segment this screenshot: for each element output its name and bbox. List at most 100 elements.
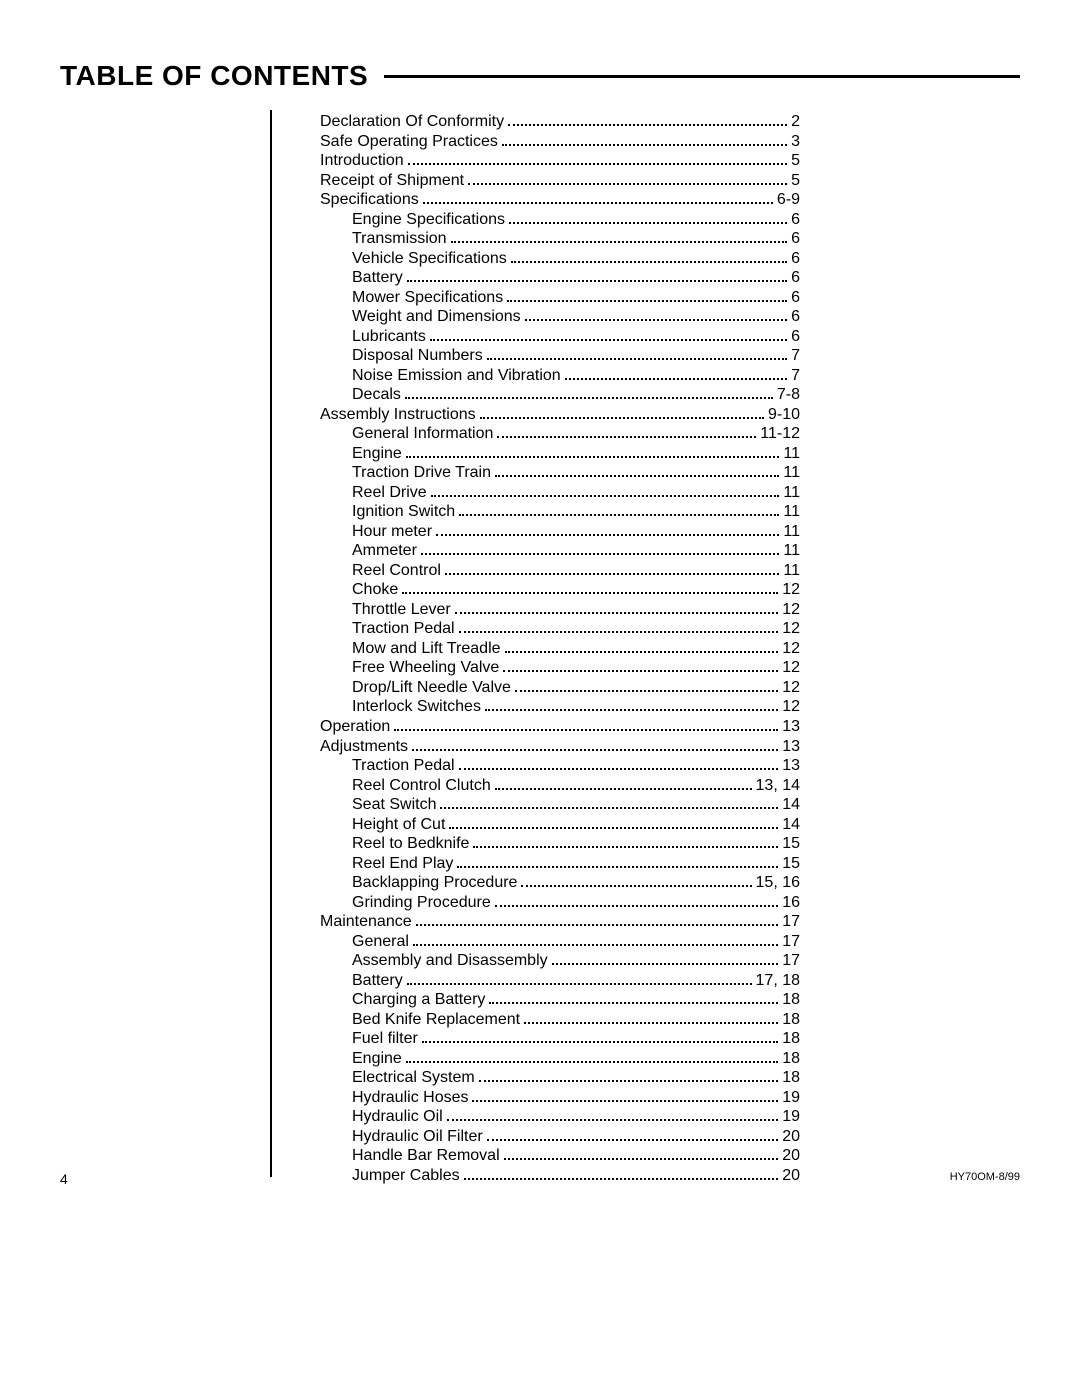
toc-entry-label: Drop/Lift Needle Valve — [352, 678, 511, 698]
toc-leader-dots — [447, 1119, 779, 1121]
toc-entry: Engine Specifications6 — [320, 210, 800, 230]
toc-entry-label: Vehicle Specifications — [352, 249, 507, 269]
toc-entry: Ammeter11 — [320, 541, 800, 561]
toc-entry-page: 18 — [782, 1010, 800, 1030]
document-page: TABLE OF CONTENTS Declaration Of Conform… — [0, 0, 1080, 1397]
toc-entry: Vehicle Specifications 6 — [320, 249, 800, 269]
toc-leader-dots — [451, 241, 788, 243]
toc-entry: Safe Operating Practices3 — [320, 132, 800, 152]
toc-leader-dots — [485, 709, 778, 711]
toc-entry-page: 6 — [791, 307, 800, 327]
toc-entry: Ignition Switch 11 — [320, 502, 800, 522]
toc-leader-dots — [552, 963, 779, 965]
toc-entry-page: 6-9 — [777, 190, 800, 210]
toc-entry-page: 18 — [782, 1068, 800, 1088]
toc-entry-label: Reel Control — [352, 561, 441, 581]
toc-entry-page: 20 — [782, 1146, 800, 1166]
toc-leader-dots — [495, 475, 779, 477]
toc-leader-dots — [402, 592, 778, 594]
toc-entry: Assembly and Disassembly17 — [320, 951, 800, 971]
toc-entry-page: 2 — [791, 112, 800, 132]
toc-entry-label: Assembly and Disassembly — [352, 951, 548, 971]
toc-entry-label: Battery — [352, 971, 403, 991]
toc-entry: Hour meter11 — [320, 522, 800, 542]
toc-entry-label: Adjustments — [320, 737, 408, 757]
toc-entry-page: 18 — [782, 1049, 800, 1069]
toc-entry-label: Reel to Bedknife — [352, 834, 469, 854]
toc-leader-dots — [455, 612, 778, 614]
toc-entry: Disposal Numbers 7 — [320, 346, 800, 366]
page-title: TABLE OF CONTENTS — [60, 60, 384, 92]
toc-entry: Transmission6 — [320, 229, 800, 249]
toc-entry-page: 15 — [782, 854, 800, 874]
toc-entry-label: Hydraulic Oil — [352, 1107, 443, 1127]
toc-leader-dots — [449, 827, 778, 829]
toc-entry: Declaration Of Conformity 2 — [320, 112, 800, 132]
table-of-contents: Declaration Of Conformity 2Safe Operating… — [320, 112, 800, 1185]
toc-entry: Reel Control Clutch13, 14 — [320, 776, 800, 796]
toc-entry: Charging a Battery18 — [320, 990, 800, 1010]
toc-entry-label: Traction Pedal — [352, 756, 455, 776]
toc-entry: General Information11-12 — [320, 424, 800, 444]
toc-entry-page: 12 — [782, 658, 800, 678]
toc-entry: Specifications 6-9 — [320, 190, 800, 210]
toc-entry-label: Receipt of Shipment — [320, 171, 464, 191]
toc-leader-dots — [507, 300, 787, 302]
toc-entry: Reel to Bedknife 15 — [320, 834, 800, 854]
toc-entry-page: 6 — [791, 327, 800, 347]
toc-leader-dots — [487, 358, 787, 360]
toc-leader-dots — [503, 670, 778, 672]
toc-entry-page: 16 — [782, 893, 800, 913]
toc-entry-label: Hydraulic Oil Filter — [352, 1127, 483, 1147]
toc-entry-label: Maintenance — [320, 912, 412, 932]
toc-entry-label: Ignition Switch — [352, 502, 455, 522]
toc-entry-page: 11 — [783, 483, 800, 503]
toc-entry-label: Seat Switch — [352, 795, 436, 815]
toc-entry-label: Declaration Of Conformity — [320, 112, 504, 132]
toc-entry-label: Grinding Procedure — [352, 893, 491, 913]
toc-leader-dots — [504, 1158, 779, 1160]
toc-leader-dots — [509, 222, 787, 224]
toc-entry-label: Engine Specifications — [352, 210, 505, 230]
toc-entry-label: Mower Specifications — [352, 288, 503, 308]
toc-leader-dots — [430, 339, 787, 341]
toc-leader-dots — [416, 924, 779, 926]
toc-entry-label: General Information — [352, 424, 493, 444]
toc-entry: Weight and Dimensions6 — [320, 307, 800, 327]
toc-entry-page: 11 — [783, 522, 800, 542]
toc-entry-page: 11 — [783, 502, 800, 522]
toc-leader-dots — [487, 1139, 779, 1141]
toc-entry-label: Mow and Lift Treadle — [352, 639, 501, 659]
toc-entry-page: 13 — [782, 717, 800, 737]
toc-entry: Hydraulic Oil19 — [320, 1107, 800, 1127]
toc-entry: Fuel filter18 — [320, 1029, 800, 1049]
toc-entry: Grinding Procedure 16 — [320, 893, 800, 913]
toc-leader-dots — [459, 514, 779, 516]
toc-leader-dots — [489, 1002, 778, 1004]
toc-entry-label: Operation — [320, 717, 390, 737]
toc-entry-page: 13, 14 — [756, 776, 800, 796]
toc-entry-label: Engine — [352, 1049, 402, 1069]
toc-entry: Traction Pedal12 — [320, 619, 800, 639]
toc-entry: Seat Switch14 — [320, 795, 800, 815]
toc-entry-page: 15 — [782, 834, 800, 854]
toc-entry-label: Backlapping Procedure — [352, 873, 517, 893]
toc-entry-page: 6 — [791, 249, 800, 269]
toc-entry-label: Handle Bar Removal — [352, 1146, 500, 1166]
toc-leader-dots — [565, 378, 787, 380]
toc-entry-label: Disposal Numbers — [352, 346, 483, 366]
toc-entry-page: 7 — [791, 346, 800, 366]
toc-entry-page: 6 — [791, 229, 800, 249]
toc-entry-label: Specifications — [320, 190, 419, 210]
toc-entry-page: 3 — [791, 132, 800, 152]
toc-leader-dots — [412, 749, 778, 751]
toc-entry: Lubricants6 — [320, 327, 800, 347]
toc-entry-page: 11 — [783, 463, 800, 483]
toc-leader-dots — [423, 202, 773, 204]
toc-leader-dots — [495, 905, 778, 907]
toc-leader-dots — [525, 319, 787, 321]
toc-entry: Maintenance17 — [320, 912, 800, 932]
toc-entry: Choke12 — [320, 580, 800, 600]
toc-entry-label: Electrical System — [352, 1068, 475, 1088]
document-code: HY70OM-8/99 — [950, 1171, 1020, 1187]
